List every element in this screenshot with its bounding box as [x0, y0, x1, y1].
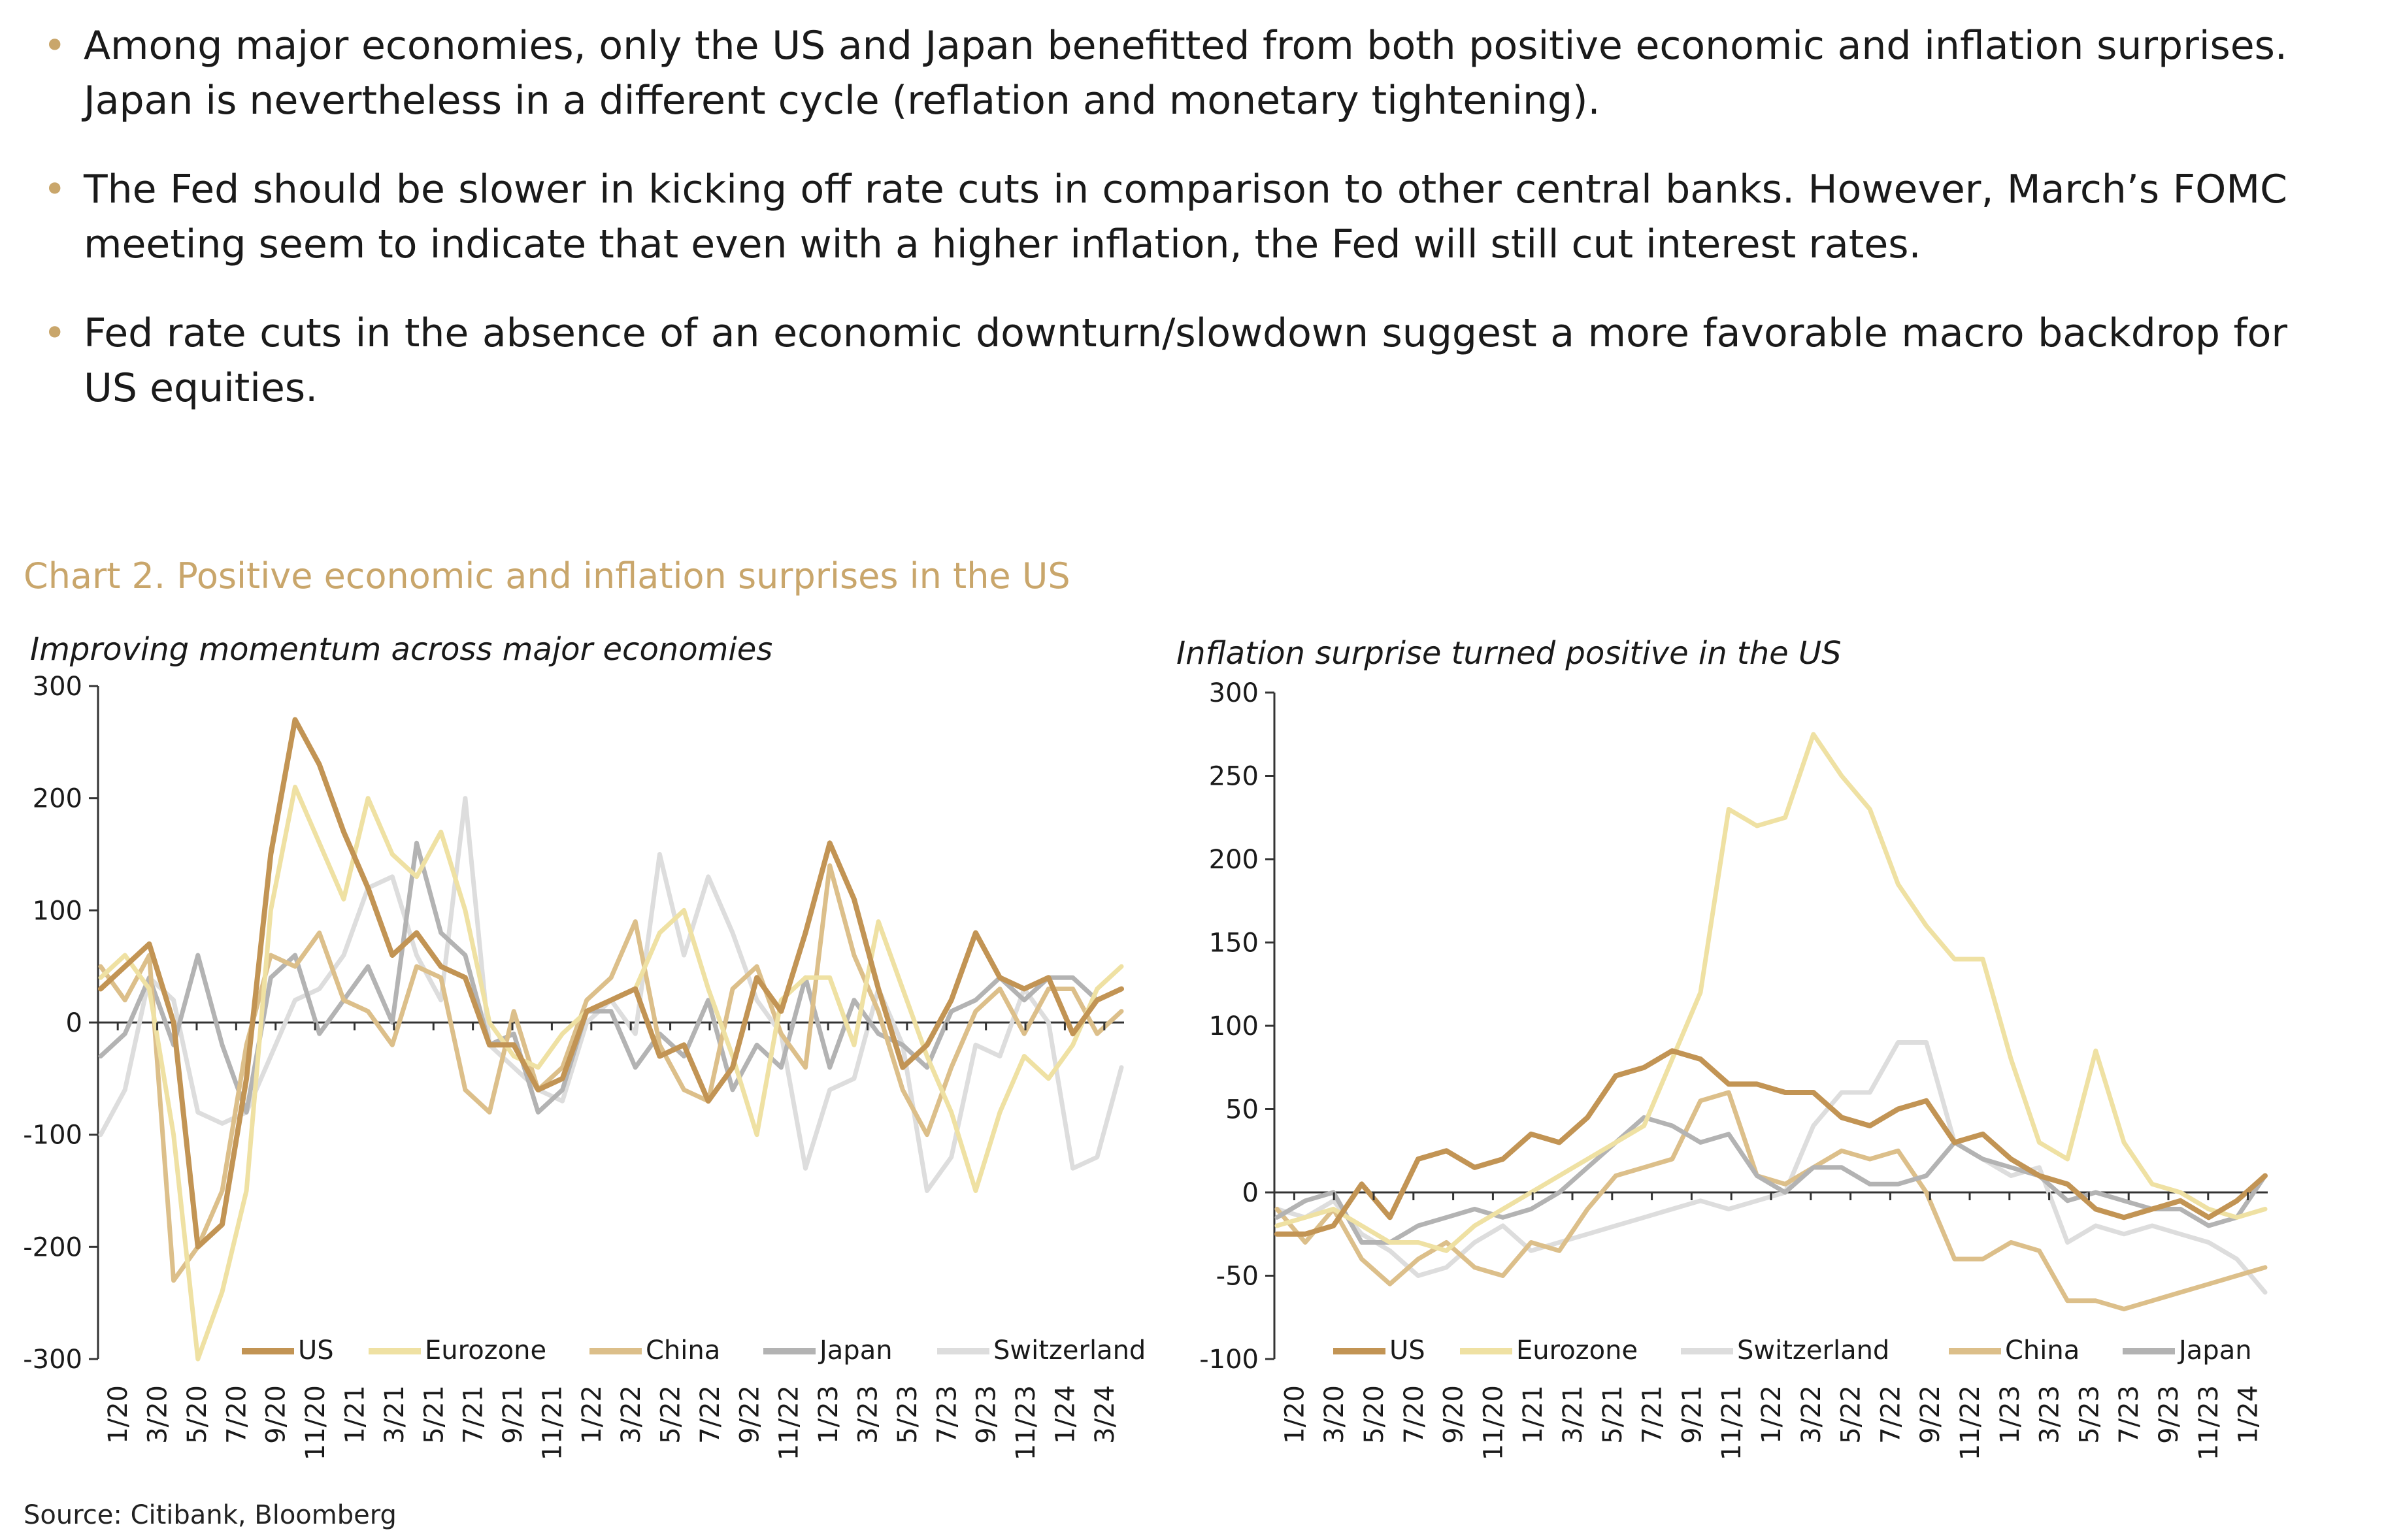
x-tick-label: 9/20 — [1439, 1385, 1469, 1444]
legend-label-switzerland: Switzerland — [993, 1335, 1146, 1366]
legend-label-japan: Japan — [2177, 1335, 2252, 1366]
x-tick-label: 3/20 — [1319, 1385, 1350, 1444]
x-tick-label: 3/24 — [1090, 1385, 1120, 1444]
x-tick-label: 7/23 — [2114, 1385, 2144, 1444]
series-line-china — [98, 863, 1124, 1283]
series-line-japan — [98, 840, 1124, 1115]
x-tick-label: 5/20 — [182, 1385, 212, 1444]
x-tick-label: 5/22 — [1836, 1385, 1866, 1444]
x-tick-label: 11/20 — [1478, 1385, 1508, 1460]
bullet-text: The Fed should be slower in kicking off … — [84, 167, 2287, 267]
x-tick-label: 7/22 — [695, 1385, 725, 1444]
x-tick-label: 11/20 — [301, 1385, 331, 1460]
x-tick-label: 1/23 — [814, 1385, 844, 1444]
x-tick-label: 11/21 — [537, 1385, 567, 1460]
x-tick-label: 3/21 — [1558, 1385, 1588, 1444]
x-tick-label: 5/22 — [656, 1385, 686, 1444]
y-tick-label: 100 — [33, 896, 82, 926]
x-tick-label: 1/20 — [103, 1385, 133, 1444]
y-tick-label: -50 — [1216, 1262, 1259, 1292]
x-tick-label: 1/21 — [1518, 1385, 1548, 1444]
x-tick-label: 7/21 — [1638, 1385, 1668, 1444]
x-tick-label: 3/20 — [143, 1385, 173, 1444]
x-tick-label: 3/21 — [380, 1385, 410, 1444]
x-tick-label: 7/20 — [222, 1385, 252, 1444]
x-tick-label: 1/22 — [1757, 1385, 1787, 1444]
x-tick-label: 7/22 — [1876, 1385, 1906, 1444]
chart-economic-surprise: Improving momentum across major economie… — [23, 631, 1146, 1460]
bullet-3: • Fed rate cuts in the absence of an eco… — [39, 306, 2287, 416]
y-tick-label: -300 — [23, 1345, 82, 1375]
y-tick-label: 250 — [1209, 762, 1259, 792]
x-tick-label: 1/24 — [1050, 1385, 1080, 1444]
y-tick-label: 100 — [1209, 1011, 1259, 1041]
x-tick-label: 9/22 — [1915, 1385, 1946, 1444]
x-tick-label: 9/21 — [1677, 1385, 1707, 1444]
series-line-us — [98, 717, 1124, 1250]
series-line-china — [1274, 1090, 2268, 1311]
chart-inflation-surprise: Inflation surprise turned positive in th… — [1176, 635, 2268, 1460]
series-line-japan — [1274, 1115, 2268, 1245]
x-tick-label: 7/21 — [459, 1385, 489, 1444]
x-tick-label: 1/20 — [1280, 1385, 1310, 1444]
legend-label-china: China — [646, 1335, 720, 1366]
bullet-dot-icon: • — [43, 310, 67, 356]
x-tick-label: 7/20 — [1399, 1385, 1429, 1444]
x-tick-label: 7/23 — [932, 1385, 962, 1444]
bullet-text: Among major economies, only the US and J… — [84, 23, 2287, 123]
x-tick-label: 9/22 — [735, 1385, 765, 1444]
y-tick-label: -100 — [1199, 1345, 1259, 1375]
chart-subtitle: Inflation surprise turned positive in th… — [1176, 635, 1842, 672]
y-tick-label: 200 — [33, 784, 82, 814]
y-tick-label: -200 — [23, 1232, 82, 1262]
y-tick-label: -100 — [23, 1121, 82, 1151]
y-tick-label: 50 — [1225, 1095, 1259, 1125]
x-tick-label: 1/22 — [577, 1385, 607, 1444]
x-tick-label: 1/21 — [340, 1385, 371, 1444]
legend-label-us: US — [1389, 1335, 1425, 1366]
x-tick-label: 5/23 — [893, 1385, 923, 1444]
legend-label-china: China — [2005, 1335, 2080, 1366]
y-tick-label: 300 — [33, 672, 82, 702]
y-tick-label: 0 — [66, 1008, 82, 1038]
x-tick-label: 5/21 — [1598, 1385, 1628, 1444]
chart-subtitle: Improving momentum across major economie… — [30, 631, 772, 668]
x-tick-label: 11/22 — [774, 1385, 804, 1460]
x-tick-label: 11/22 — [1955, 1385, 1985, 1460]
y-tick-label: 300 — [1209, 678, 1259, 708]
x-tick-label: 9/23 — [2154, 1385, 2184, 1444]
legend-label-switzerland: Switzerland — [1737, 1335, 1889, 1366]
x-tick-label: 3/23 — [2035, 1385, 2065, 1444]
x-tick-label: 5/20 — [1359, 1385, 1389, 1444]
y-tick-label: 150 — [1209, 928, 1259, 958]
source-note: Source: Citibank, Bloomberg — [24, 1500, 397, 1530]
bullet-1: • Among major economies, only the US and… — [39, 18, 2287, 128]
chart-title: Chart 2. Positive economic and inflation… — [24, 555, 1070, 597]
x-tick-label: 9/21 — [498, 1385, 528, 1444]
x-tick-label: 11/23 — [2194, 1385, 2224, 1460]
y-tick-label: 0 — [1242, 1178, 1259, 1208]
x-tick-label: 9/23 — [972, 1385, 1002, 1444]
bullet-2: • The Fed should be slower in kicking of… — [39, 162, 2287, 272]
legend-label-japan: Japan — [818, 1335, 893, 1366]
x-tick-label: 11/21 — [1717, 1385, 1747, 1460]
legend-label-eurozone: Eurozone — [425, 1335, 546, 1366]
y-tick-label: 200 — [1209, 845, 1259, 875]
x-tick-label: 9/20 — [261, 1385, 291, 1444]
x-tick-label: 1/24 — [2234, 1385, 2264, 1444]
bullet-text: Fed rate cuts in the absence of an econo… — [84, 310, 2287, 411]
x-tick-label: 11/23 — [1011, 1385, 1041, 1460]
x-tick-label: 3/23 — [853, 1385, 884, 1444]
series-line-eurozone — [1274, 732, 2268, 1253]
x-tick-label: 3/22 — [1797, 1385, 1827, 1444]
bullet-dot-icon: • — [43, 167, 67, 212]
x-tick-label: 3/22 — [616, 1385, 646, 1444]
x-tick-label: 1/23 — [1995, 1385, 2025, 1444]
legend-label-us: US — [298, 1335, 334, 1366]
legend-label-eurozone: Eurozone — [1516, 1335, 1638, 1366]
series-line-us — [1274, 1048, 2268, 1237]
bullet-dot-icon: • — [43, 23, 67, 69]
x-tick-label: 5/21 — [419, 1385, 449, 1444]
x-tick-label: 5/23 — [2074, 1385, 2104, 1444]
